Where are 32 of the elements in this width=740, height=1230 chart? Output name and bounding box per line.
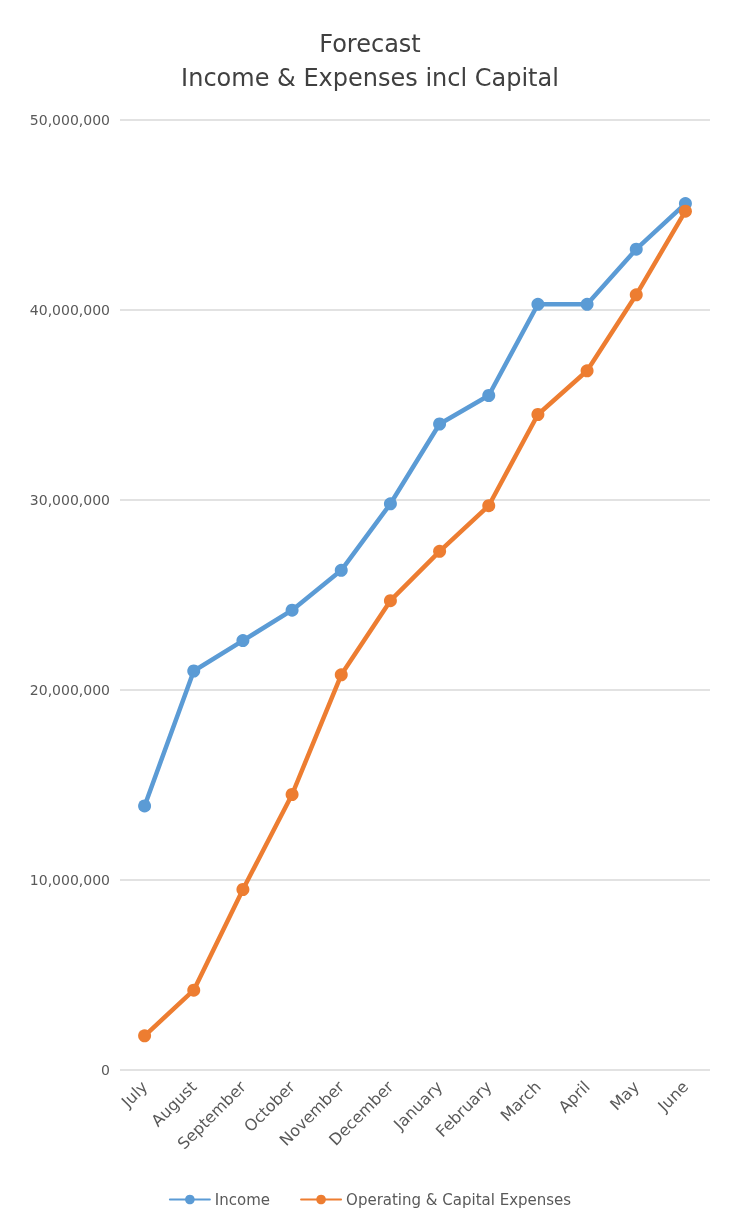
y-tick-label: 0 — [101, 1062, 110, 1078]
point — [334, 668, 348, 682]
point — [531, 408, 545, 421]
y-tick-label: 40,000,000 — [29, 302, 110, 318]
point — [482, 499, 496, 513]
point — [433, 544, 447, 558]
y-tick-label: 50,000,000 — [29, 112, 110, 128]
point — [236, 634, 250, 648]
point — [138, 1029, 152, 1043]
y-tick-label: 10,000,000 — [29, 872, 110, 888]
point — [531, 297, 545, 311]
point — [383, 594, 397, 608]
point — [482, 389, 496, 402]
point — [187, 664, 201, 678]
point — [138, 799, 152, 813]
point — [629, 242, 643, 256]
chart-title: Forecast Income & Expenses incl Capital — [181, 30, 559, 92]
point — [285, 788, 299, 801]
point — [678, 204, 692, 218]
legend-label: Income — [214, 1190, 271, 1209]
point — [580, 364, 594, 378]
legend-label: Operating & Capital Expenses — [346, 1190, 572, 1209]
point — [629, 288, 643, 302]
point — [236, 883, 250, 896]
point — [433, 417, 447, 431]
point — [383, 497, 397, 511]
point — [580, 297, 594, 311]
y-tick-label: 30,000,000 — [29, 492, 110, 508]
point — [187, 983, 201, 997]
point — [285, 603, 299, 617]
y-tick-label: 20,000,000 — [29, 682, 110, 698]
point — [334, 563, 348, 577]
